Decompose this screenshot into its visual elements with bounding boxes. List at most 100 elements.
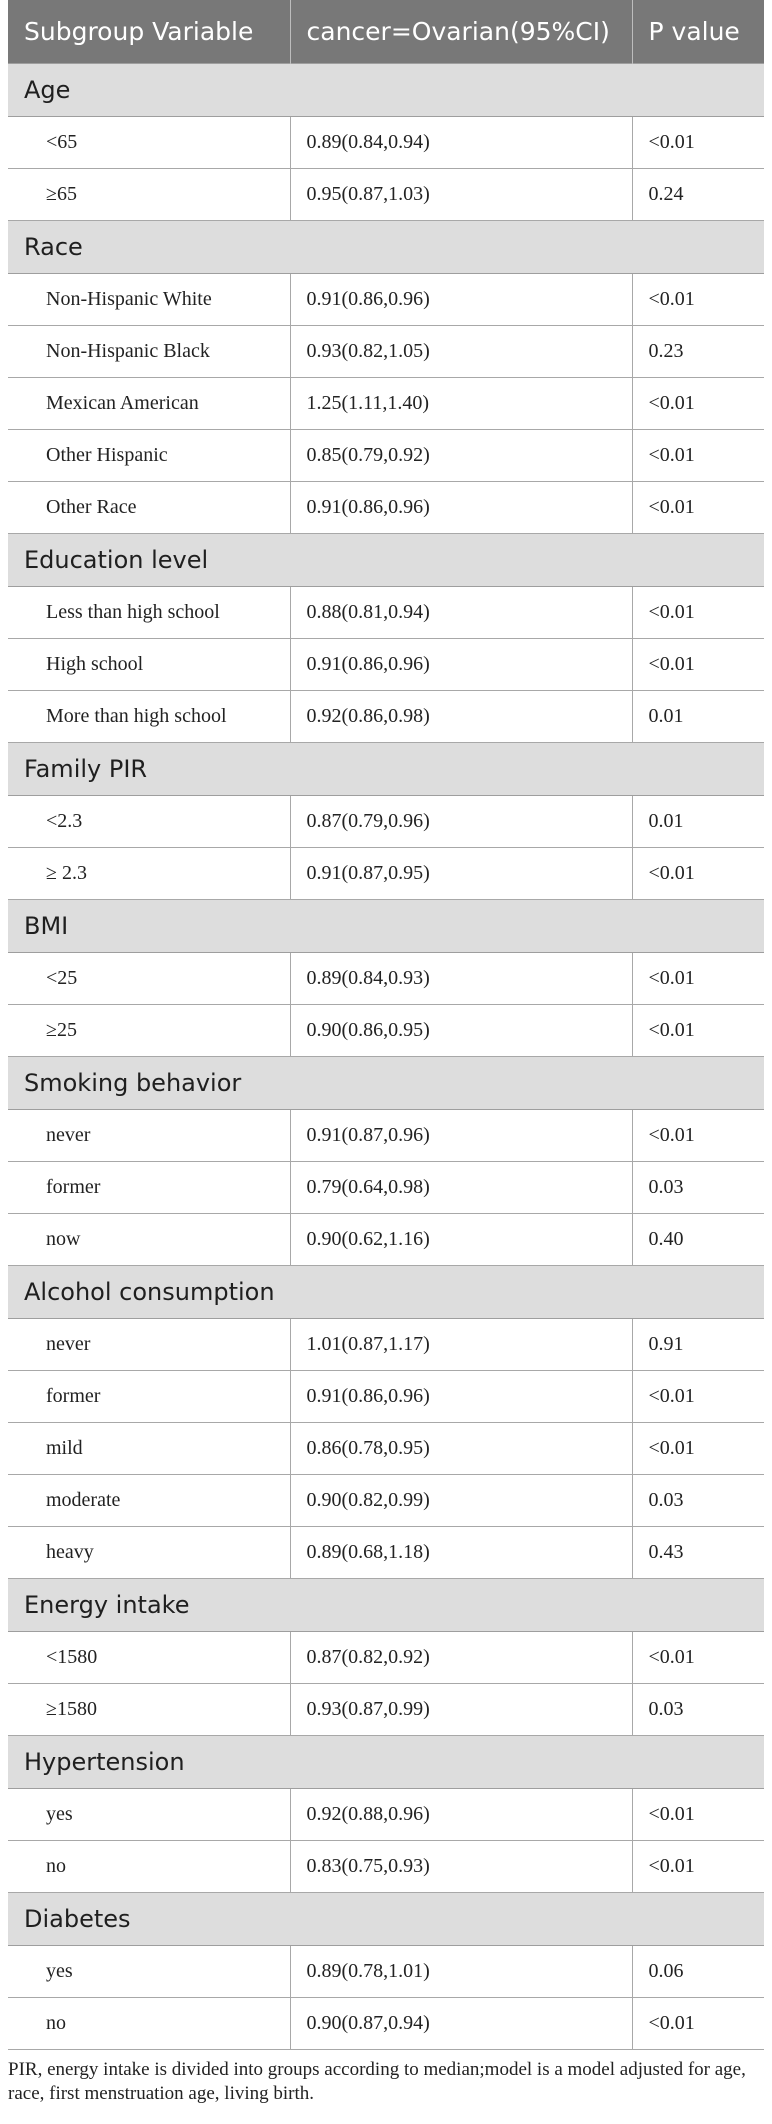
table-row: no 0.90(0.87,0.94) <0.01 (8, 1997, 764, 2050)
table-row: mild 0.86(0.78,0.95) <0.01 (8, 1422, 764, 1475)
p-value-cell: <0.01 (632, 1631, 764, 1684)
p-value-cell: 0.01 (632, 795, 764, 848)
group-label: Race (8, 219, 764, 274)
table-footnote: PIR, energy intake is divided into group… (8, 2058, 746, 2104)
ci-cell: 0.92(0.86,0.98) (290, 690, 633, 743)
group-label: Alcohol consumption (8, 1264, 764, 1319)
p-value-cell: <0.01 (632, 1840, 764, 1893)
table-row: Non-Hispanic Black 0.93(0.82,1.05) 0.23 (8, 325, 764, 378)
group-row: Alcohol consumption (8, 1264, 764, 1319)
table-row: ≥25 0.90(0.86,0.95) <0.01 (8, 1004, 764, 1057)
group-row: Smoking behavior (8, 1055, 764, 1110)
p-value-cell: 0.23 (632, 325, 764, 378)
ci-cell: 0.90(0.82,0.99) (290, 1474, 633, 1527)
table-row: ≥ 2.3 0.91(0.87,0.95) <0.01 (8, 847, 764, 900)
subgroup-cell: High school (8, 638, 291, 691)
ci-cell: 0.91(0.87,0.95) (290, 847, 633, 900)
header-p-value: P value (632, 0, 764, 63)
table-row: Other Race 0.91(0.86,0.96) <0.01 (8, 481, 764, 534)
p-value-cell: <0.01 (632, 1370, 764, 1423)
subgroup-cell: now (8, 1213, 291, 1266)
group-row: Race (8, 219, 764, 274)
ci-cell: 0.92(0.88,0.96) (290, 1788, 633, 1841)
table-row: yes 0.92(0.88,0.96) <0.01 (8, 1788, 764, 1841)
ci-cell: 0.91(0.86,0.96) (290, 481, 633, 534)
table-row: no 0.83(0.75,0.93) <0.01 (8, 1840, 764, 1893)
p-value-cell: <0.01 (632, 847, 764, 900)
p-value-cell: 0.03 (632, 1474, 764, 1527)
p-value-cell: <0.01 (632, 586, 764, 639)
ci-cell: 0.89(0.68,1.18) (290, 1526, 633, 1579)
group-label: Family PIR (8, 741, 764, 796)
ci-cell: 0.93(0.82,1.05) (290, 325, 633, 378)
p-value-cell: <0.01 (632, 429, 764, 482)
p-value-cell: <0.01 (632, 1997, 764, 2050)
subgroup-cell: More than high school (8, 690, 291, 743)
subgroup-cell: ≥25 (8, 1004, 291, 1057)
subgroup-cell: Other Hispanic (8, 429, 291, 482)
subgroup-cell: Non-Hispanic White (8, 273, 291, 326)
header-subgroup-variable: Subgroup Variable (8, 0, 291, 63)
ci-cell: 0.79(0.64,0.98) (290, 1161, 633, 1214)
p-value-cell: <0.01 (632, 1788, 764, 1841)
table-row: former 0.91(0.86,0.96) <0.01 (8, 1370, 764, 1423)
ci-cell: 0.86(0.78,0.95) (290, 1422, 633, 1475)
subgroup-cell: moderate (8, 1474, 291, 1527)
ci-cell: 0.91(0.87,0.96) (290, 1109, 633, 1162)
table-row: yes 0.89(0.78,1.01) 0.06 (8, 1945, 764, 1998)
group-label: BMI (8, 898, 764, 953)
table-row: never 1.01(0.87,1.17) 0.91 (8, 1318, 764, 1371)
table-row: More than high school 0.92(0.86,0.98) 0.01 (8, 690, 764, 743)
table-row: moderate 0.90(0.82,0.99) 0.03 (8, 1474, 764, 1527)
table-row: <1580 0.87(0.82,0.92) <0.01 (8, 1631, 764, 1684)
table-row: former 0.79(0.64,0.98) 0.03 (8, 1161, 764, 1214)
p-value-cell: <0.01 (632, 1004, 764, 1057)
p-value-cell: 0.03 (632, 1683, 764, 1736)
ci-cell: 0.89(0.78,1.01) (290, 1945, 633, 1998)
table-container: Subgroup Variable cancer=Ovarian(95%CI) … (8, 0, 764, 2106)
group-label: Hypertension (8, 1734, 764, 1789)
p-value-cell: 0.40 (632, 1213, 764, 1266)
subgroup-cell: heavy (8, 1526, 291, 1579)
p-value-cell: 0.03 (632, 1161, 764, 1214)
group-row: Energy intake (8, 1577, 764, 1632)
p-value-cell: <0.01 (632, 638, 764, 691)
subgroup-cell: Mexican American (8, 377, 291, 430)
p-value-cell: <0.01 (632, 481, 764, 534)
subgroup-cell: yes (8, 1945, 291, 1998)
p-value-cell: 0.01 (632, 690, 764, 743)
subgroup-cell: Other Race (8, 481, 291, 534)
p-value-cell: 0.24 (632, 168, 764, 221)
subgroup-cell: Non-Hispanic Black (8, 325, 291, 378)
table-row: Mexican American 1.25(1.11,1.40) <0.01 (8, 377, 764, 430)
ci-cell: 0.90(0.87,0.94) (290, 1997, 633, 2050)
ci-cell: 0.89(0.84,0.94) (290, 116, 633, 169)
table-row: ≥65 0.95(0.87,1.03) 0.24 (8, 168, 764, 221)
ci-cell: 0.91(0.86,0.96) (290, 638, 633, 691)
subgroup-cell: never (8, 1318, 291, 1371)
subgroup-cell: Less than high school (8, 586, 291, 639)
table-body: Age <65 0.89(0.84,0.94) <0.01 ≥65 0.95(0.87,1… (8, 62, 764, 2050)
subgroup-cell: ≥1580 (8, 1683, 291, 1736)
p-value-cell: <0.01 (632, 1422, 764, 1475)
group-label: Energy intake (8, 1577, 764, 1632)
subgroup-cell: former (8, 1370, 291, 1423)
p-value-cell: 0.06 (632, 1945, 764, 1998)
ci-cell: 0.91(0.86,0.96) (290, 1370, 633, 1423)
p-value-cell: <0.01 (632, 952, 764, 1005)
subgroup-cell: <2.3 (8, 795, 291, 848)
subgroup-cell: no (8, 1997, 291, 2050)
p-value-cell: 0.91 (632, 1318, 764, 1371)
ci-cell: 0.90(0.86,0.95) (290, 1004, 633, 1057)
table-row: Other Hispanic 0.85(0.79,0.92) <0.01 (8, 429, 764, 482)
group-label: Education level (8, 532, 764, 587)
table-header: Subgroup Variable cancer=Ovarian(95%CI) … (8, 0, 764, 63)
group-row: BMI (8, 898, 764, 953)
ci-cell: 0.83(0.75,0.93) (290, 1840, 633, 1893)
table-row: ≥1580 0.93(0.87,0.99) 0.03 (8, 1683, 764, 1736)
subgroup-cell: former (8, 1161, 291, 1214)
ci-cell: 0.90(0.62,1.16) (290, 1213, 633, 1266)
subgroup-cell: <1580 (8, 1631, 291, 1684)
ci-cell: 1.01(0.87,1.17) (290, 1318, 633, 1371)
subgroup-cell: never (8, 1109, 291, 1162)
